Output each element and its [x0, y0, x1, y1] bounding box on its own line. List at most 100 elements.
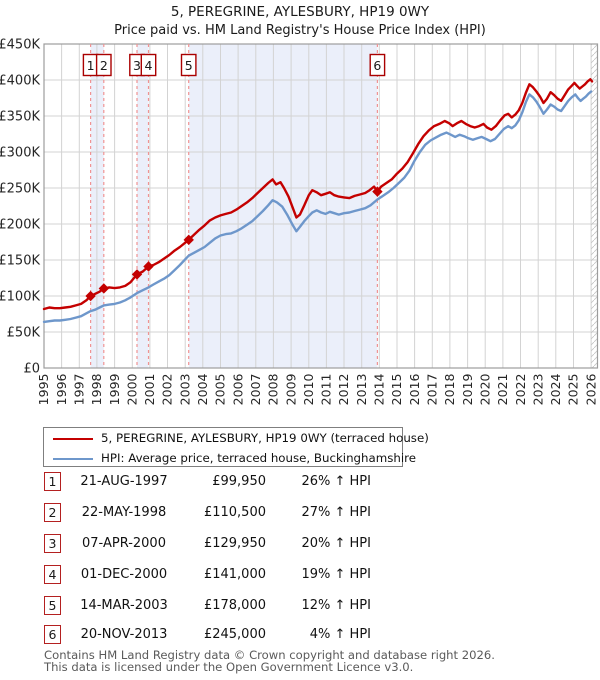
x-tick-label: 1999: [107, 373, 122, 405]
sale-date: 07-APR-2000: [82, 536, 166, 551]
x-tick-label: 2021: [495, 373, 510, 405]
sale-marker-box: [95, 53, 112, 77]
legend-item-price-paid: 5, PEREGRINE, AYLESBURY, HP19 0WY (terra…: [44, 429, 429, 448]
license-line-2: This data is licensed under the Open Gov…: [44, 660, 414, 674]
x-tick-label: 2012: [336, 374, 351, 406]
sale-date: 14-MAR-2003: [80, 598, 168, 613]
sale-hpi-delta: 4% ↑ HPI: [309, 627, 371, 642]
y-tick-label: £250K: [0, 182, 40, 197]
x-tick-label: 1997: [72, 374, 87, 406]
sale-number-box: 6: [44, 625, 61, 644]
x-tick-label: 2015: [389, 374, 404, 406]
ownership-band: [137, 44, 149, 368]
x-tick-label: 2003: [177, 374, 192, 406]
legend-line-sample-red: [53, 438, 93, 440]
sale-number-box: 1: [44, 472, 61, 491]
sale-hpi-delta: 19% ↑ HPI: [301, 567, 371, 582]
sale-number-box: 3: [44, 534, 61, 553]
x-tick-label: 2023: [530, 374, 545, 406]
page-title: 5, PEREGRINE, AYLESBURY, HP19 0WY: [170, 4, 430, 20]
x-tick-label: 2025: [566, 374, 581, 406]
sale-marker-box-number: 2: [100, 58, 108, 73]
sale-point-marker: [372, 186, 383, 197]
x-tick-label: 2022: [513, 374, 528, 406]
sale-date: 21-AUG-1997: [80, 474, 168, 489]
sale-price: £178,000: [203, 598, 266, 613]
sale-number-box: 5: [44, 596, 61, 615]
sale-row-1: 1 21-AUG-1997 £99,950 26% ↑ HPI: [0, 472, 600, 494]
x-tick-label: 2017: [425, 374, 440, 406]
x-tick-label: 2013: [354, 374, 369, 406]
y-tick-label: £0: [23, 362, 40, 377]
x-tick-label: 2024: [548, 373, 563, 405]
chart-legend: 5, PEREGRINE, AYLESBURY, HP19 0WY (terra…: [43, 427, 429, 468]
x-tick-label: 2000: [124, 373, 139, 405]
x-tick-label: 1995: [36, 374, 51, 406]
x-tick-label: 2019: [460, 373, 475, 405]
y-tick-label: £100K: [0, 290, 40, 305]
x-tick-label: 2016: [407, 373, 422, 405]
sale-point-marker: [85, 290, 96, 302]
x-tick-label: 2011: [319, 374, 334, 406]
sale-date: 01-DEC-2000: [80, 567, 168, 582]
x-tick-label: 2014: [372, 373, 387, 405]
legend-item-hpi: HPI: Average price, terraced house, Buck…: [44, 449, 416, 468]
sale-hpi-delta: 12% ↑ HPI: [301, 598, 371, 613]
x-tick-label: 1996: [54, 373, 69, 405]
sale-marker-box-number: 5: [185, 58, 193, 73]
hpi-line: [42, 90, 593, 324]
sale-row-3: 3 07-APR-2000 £129,950 20% ↑ HPI: [0, 534, 600, 556]
x-tick-label: 2001: [142, 374, 157, 406]
sale-row-2: 2 22-MAY-1998 £110,500 27% ↑ HPI: [0, 503, 600, 525]
legend-line-sample-blue: [53, 458, 93, 460]
x-tick-label: 2002: [160, 374, 175, 406]
sale-price: £99,950: [212, 474, 266, 489]
sale-date: 20-NOV-2013: [80, 627, 168, 642]
y-tick-label: £200K: [0, 218, 40, 233]
x-tick-label: 2010: [301, 373, 316, 405]
sale-marker-box: [369, 53, 386, 77]
y-tick-label: £300K: [0, 146, 40, 161]
sale-point-marker: [98, 283, 110, 294]
plot-border: [43, 43, 599, 369]
sale-price: £245,000: [203, 627, 266, 642]
y-tick-label: £400K: [0, 74, 40, 89]
x-tick-label: 2008: [266, 373, 281, 405]
sale-number-box: 2: [44, 503, 61, 522]
sale-date: 22-MAY-1998: [81, 505, 167, 520]
sale-hpi-delta: 27% ↑ HPI: [301, 505, 371, 520]
sale-point-marker: [183, 234, 194, 246]
sale-marker-box: [180, 53, 197, 77]
sale-row-4: 4 01-DEC-2000 £141,000 19% ↑ HPI: [0, 565, 600, 587]
future-hatch: [591, 44, 598, 368]
sale-marker-box-number: 1: [87, 58, 95, 73]
legend-label: HPI: Average price, terraced house, Buck…: [101, 451, 416, 465]
x-tick-label: 2009: [283, 373, 298, 405]
x-tick-label: 2018: [442, 373, 457, 405]
sale-hpi-delta: 26% ↑ HPI: [301, 474, 371, 489]
x-tick-label: 2026: [583, 373, 598, 405]
sale-point-marker: [143, 261, 154, 272]
page-subtitle: Price paid vs. HM Land Registry's House …: [114, 23, 486, 38]
sale-row-5: 5 14-MAR-2003 £178,000 12% ↑ HPI: [0, 596, 600, 618]
x-tick-label: 1998: [89, 373, 104, 405]
sale-price: £129,950: [203, 536, 266, 551]
y-tick-label: £350K: [0, 110, 40, 125]
y-tick-label: £50K: [7, 326, 41, 341]
x-tick-label: 2020: [477, 373, 492, 405]
legend-label: 5, PEREGRINE, AYLESBURY, HP19 0WY (terra…: [101, 431, 429, 445]
sale-number-box: 4: [44, 565, 61, 584]
license-line-1: Contains HM Land Registry data © Crown c…: [44, 648, 495, 662]
sale-point-marker: [131, 269, 143, 280]
sale-price: £110,500: [203, 505, 266, 520]
price-chart: 1 2 3 4 5 6£0£50K£100K£150K£200K£250K£300K£35…: [0, 38, 599, 406]
x-tick-label: 2006: [230, 373, 245, 405]
sale-marker-box-number: 3: [133, 58, 141, 73]
x-tick-label: 2007: [248, 374, 263, 406]
sale-hpi-delta: 20% ↑ HPI: [301, 536, 371, 551]
x-tick-label: 2004: [195, 373, 210, 405]
sale-price: £141,000: [203, 567, 266, 582]
sale-marker-box: [140, 53, 157, 77]
sale-row-6: 6 20-NOV-2013 £245,000 4% ↑ HPI: [0, 625, 600, 647]
y-tick-label: £150K: [0, 254, 40, 269]
